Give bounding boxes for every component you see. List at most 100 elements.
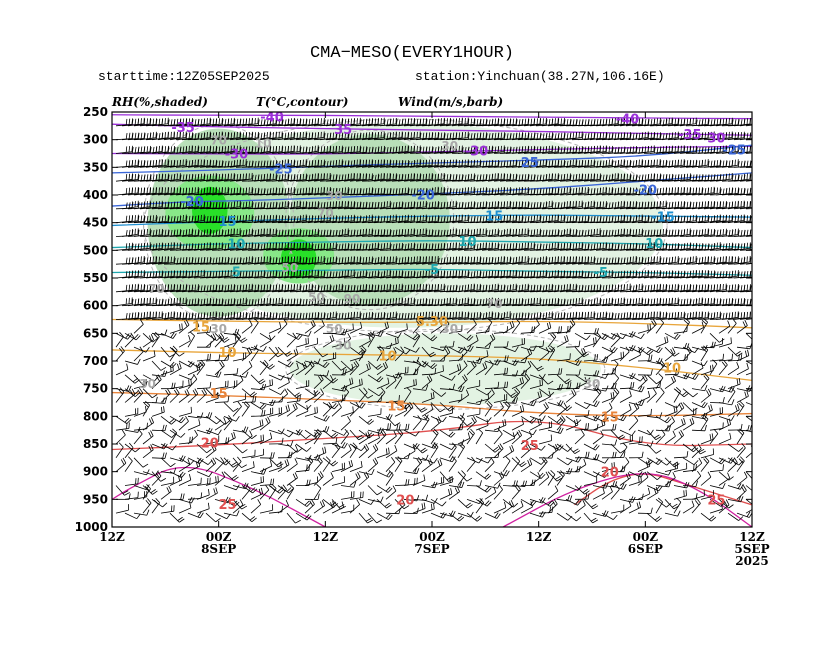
barb-flag bbox=[471, 119, 472, 125]
barb-flag bbox=[126, 133, 127, 139]
barb-flag bbox=[750, 202, 751, 208]
barb-flag bbox=[408, 216, 409, 222]
barb-flag bbox=[705, 132, 706, 138]
barb-flag bbox=[141, 202, 142, 208]
wind-barb bbox=[116, 133, 133, 140]
barb-flag bbox=[165, 146, 166, 152]
barb-flag bbox=[717, 160, 718, 166]
barb-flag bbox=[495, 118, 496, 124]
barb-flag bbox=[147, 229, 148, 235]
barb-flag bbox=[726, 188, 727, 194]
barb-flag bbox=[438, 146, 439, 152]
barb-flag bbox=[663, 160, 664, 166]
barb-flag bbox=[243, 119, 244, 125]
barb-flag bbox=[588, 160, 589, 166]
barb-flag bbox=[759, 229, 760, 235]
barb-flag bbox=[519, 119, 520, 125]
barb-flag bbox=[126, 243, 127, 249]
barb-flag bbox=[702, 119, 703, 125]
barb-flag bbox=[129, 133, 130, 139]
barb-flag bbox=[672, 146, 673, 152]
barb-flag bbox=[141, 243, 142, 249]
barb-flag bbox=[618, 133, 619, 139]
barb-flag bbox=[681, 230, 682, 236]
barb-flag bbox=[747, 201, 748, 207]
barb-flag bbox=[597, 133, 598, 139]
barb-flag bbox=[483, 119, 484, 125]
barb-flag bbox=[693, 175, 694, 181]
barb-flag bbox=[690, 215, 691, 221]
barb-flag bbox=[615, 133, 616, 139]
barb-flag bbox=[702, 202, 703, 208]
barb-flag bbox=[561, 118, 562, 124]
wind-barb bbox=[734, 161, 751, 168]
barb-flag bbox=[627, 160, 628, 166]
barb-flag bbox=[390, 174, 391, 180]
barb-flag bbox=[702, 216, 703, 222]
barb-flag bbox=[723, 161, 724, 167]
barb-flag bbox=[729, 188, 730, 194]
barb-flag bbox=[291, 118, 292, 124]
barb-flag bbox=[621, 215, 622, 221]
barb-flag bbox=[567, 133, 568, 139]
barb-flag bbox=[147, 188, 148, 194]
wind-barb bbox=[134, 146, 151, 154]
barb-flag bbox=[306, 243, 307, 249]
barb-flag bbox=[747, 188, 748, 194]
barb-flag bbox=[360, 229, 361, 235]
barb-flag bbox=[639, 229, 640, 235]
barb-flag bbox=[129, 174, 130, 180]
barb-flag bbox=[246, 229, 247, 235]
barb-flag bbox=[363, 229, 364, 235]
barb-flag bbox=[585, 119, 586, 125]
barb-flag bbox=[126, 174, 127, 180]
barb-flag bbox=[633, 161, 634, 167]
barb-flag bbox=[411, 146, 412, 152]
barb-flag bbox=[747, 146, 748, 152]
barb-flag bbox=[606, 188, 607, 194]
barb-flag bbox=[276, 146, 277, 152]
barb-flag bbox=[753, 161, 754, 167]
barb-flag bbox=[705, 201, 706, 207]
barb-flag bbox=[135, 133, 136, 139]
barb-flag bbox=[747, 118, 748, 124]
barb-flag bbox=[609, 160, 610, 166]
barb-flag bbox=[144, 175, 145, 181]
barb-flag bbox=[708, 202, 709, 208]
barb-flag bbox=[687, 119, 688, 125]
barb-flag bbox=[513, 119, 514, 125]
barb-flag bbox=[573, 119, 574, 125]
barb-flag bbox=[348, 215, 349, 221]
barb-flag bbox=[153, 175, 154, 181]
barb-flag bbox=[723, 119, 724, 125]
barb-flag bbox=[618, 216, 619, 222]
barb-flag bbox=[219, 118, 220, 124]
barb-flag bbox=[723, 215, 724, 221]
barb-staff bbox=[746, 208, 762, 209]
barb-flag bbox=[585, 133, 586, 139]
barb-flag bbox=[756, 147, 757, 153]
barb-flag bbox=[447, 118, 448, 124]
barb-flag bbox=[387, 160, 388, 166]
barb-flag bbox=[534, 229, 535, 235]
barb-flag bbox=[141, 188, 142, 194]
barb-flag bbox=[588, 133, 589, 139]
barb-flag bbox=[351, 215, 352, 221]
barb-flag bbox=[717, 146, 718, 152]
barb-flag bbox=[756, 146, 757, 152]
wind-barb bbox=[122, 228, 138, 236]
barb-flag bbox=[150, 133, 151, 139]
barb-flag bbox=[699, 188, 700, 194]
barb-flag bbox=[645, 174, 646, 180]
barb-flag bbox=[237, 119, 238, 125]
barb-flag bbox=[651, 119, 652, 125]
barb-flag bbox=[732, 229, 733, 235]
barb-flag bbox=[132, 160, 133, 166]
barb-flag bbox=[654, 119, 655, 125]
barb-flag bbox=[126, 203, 127, 209]
barb-flag bbox=[150, 216, 151, 222]
barb-flag bbox=[675, 202, 676, 208]
barb-flag bbox=[582, 119, 583, 125]
